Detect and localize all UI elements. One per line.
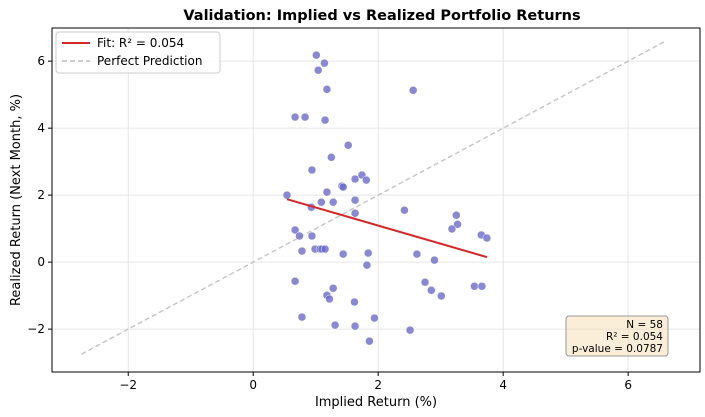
data-point (313, 65, 323, 75)
data-point (427, 286, 436, 295)
x-tick-label: 2 (374, 378, 382, 392)
data-point (328, 197, 338, 207)
data-point (343, 140, 353, 150)
perfect-prediction-line (81, 40, 666, 355)
data-point (282, 190, 292, 200)
data-point (317, 197, 326, 207)
data-point (338, 182, 348, 192)
data-point (447, 224, 457, 234)
data-point (330, 320, 340, 330)
data-point (297, 312, 307, 322)
data-point (350, 208, 360, 218)
plot-frame (51, 27, 701, 373)
stats-p: p-value = 0.0787 (572, 343, 663, 355)
x-tick-label: 6 (624, 378, 632, 392)
data-point (320, 244, 330, 254)
y-tick-label: −2 (27, 322, 45, 336)
data-point (412, 249, 422, 259)
y-tick-label: 4 (37, 121, 45, 135)
legend-fit-label: Fit: R² = 0.054 (97, 36, 184, 50)
data-point (307, 165, 317, 175)
data-point (365, 336, 374, 346)
data-point (325, 294, 334, 304)
data-point (320, 58, 329, 68)
data-point (482, 233, 492, 243)
x-tick-label: −2 (119, 378, 137, 392)
data-point (320, 115, 330, 125)
data-point (307, 231, 317, 241)
data-point (290, 225, 300, 235)
data-point (350, 297, 359, 307)
fit-line (286, 198, 488, 259)
legend-perfect-label: Perfect Prediction (97, 54, 202, 68)
data-point (453, 220, 462, 229)
x-tick-label: 4 (499, 378, 507, 392)
data-point (328, 284, 338, 293)
data-point (420, 277, 430, 287)
legend: Fit: R² = 0.054 Perfect Prediction (55, 31, 221, 74)
data-point (408, 86, 418, 95)
data-point (295, 231, 304, 241)
data-point (350, 195, 360, 205)
y-tick-label: 6 (37, 54, 45, 68)
chart-title: Validation: Implied vs Realized Portfoli… (183, 8, 580, 24)
data-point (322, 85, 332, 94)
data-point (362, 260, 372, 270)
data-point (405, 325, 415, 335)
data-point (437, 291, 446, 301)
data-point (362, 175, 371, 185)
data-point (338, 249, 348, 259)
stats-n: N = 58 (626, 319, 663, 331)
data-point (290, 276, 300, 286)
stats-r2: R² = 0.054 (606, 331, 663, 343)
stats-box: N = 58 R² = 0.054 p-value = 0.0787 (565, 315, 669, 357)
data-point (312, 50, 321, 60)
y-tick-label: 2 (37, 188, 45, 202)
data-point (297, 246, 307, 256)
data-point (400, 205, 409, 215)
data-point (370, 313, 379, 323)
x-tick-label: 0 (249, 378, 257, 392)
data-point (290, 112, 300, 122)
y-tick-label: 0 (37, 255, 45, 269)
data-point (322, 187, 332, 197)
data-point (363, 248, 373, 258)
data-point (452, 210, 461, 220)
data-point (350, 321, 360, 331)
data-point (350, 174, 360, 184)
data-point (430, 255, 439, 265)
y-axis-label: Realized Return (Next Month, %) (9, 94, 24, 306)
data-point (300, 112, 310, 122)
data-point (477, 282, 487, 291)
data-point (327, 153, 336, 162)
data-point (470, 282, 479, 291)
x-axis-label: Implied Return (%) (315, 395, 437, 410)
